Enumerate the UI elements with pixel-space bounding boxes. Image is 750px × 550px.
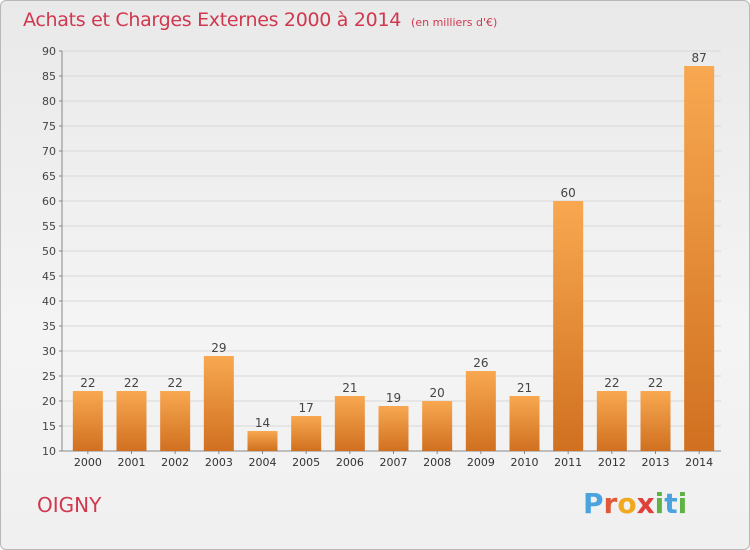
y-tick-label: 15 (42, 420, 56, 433)
bar (684, 66, 715, 451)
bar (247, 431, 278, 451)
y-tick-label: 30 (42, 345, 56, 358)
x-tick-label: 2002 (161, 456, 189, 469)
bar (422, 401, 453, 451)
bar-value-label: 60 (561, 186, 576, 200)
bar-value-label: 20 (430, 386, 445, 400)
bar (291, 416, 322, 451)
y-tick-label: 55 (42, 220, 56, 233)
x-tick-label: 2005 (292, 456, 320, 469)
bar-value-label: 26 (473, 356, 488, 370)
logo-letter: x (636, 487, 655, 520)
x-tick-label: 2008 (423, 456, 451, 469)
y-tick-labels: 10 15 20 25 30 35 40 45 50 55 60 65 70 75 80 85 90 (42, 45, 56, 458)
x-tick-label: 2004 (249, 456, 277, 469)
chart-unit: (en milliers d'€) (411, 16, 498, 29)
chart-title-block: Achats et Charges Externes 2000 à 2014 (e… (23, 9, 497, 31)
bar-value-label: 21 (342, 381, 357, 395)
chart-title: Achats et Charges Externes 2000 à 2014 (23, 9, 402, 31)
bar (334, 396, 365, 451)
bars (72, 66, 715, 451)
x-tick-label: 2009 (467, 456, 495, 469)
x-tick-label: 2010 (511, 456, 539, 469)
bar (640, 391, 671, 451)
bar (465, 371, 496, 451)
y-tick-label: 50 (42, 245, 56, 258)
bar (378, 406, 409, 451)
bar (553, 201, 584, 451)
bar-value-label: 19 (386, 391, 401, 405)
y-tick-label: 90 (42, 45, 56, 58)
x-tick-label: 2014 (685, 456, 713, 469)
y-tick-label: 75 (42, 120, 56, 133)
logo-letter: i (677, 487, 688, 520)
logo-letter: P (583, 487, 604, 520)
x-tick-label: 2006 (336, 456, 364, 469)
bar-value-label: 17 (299, 401, 314, 415)
x-tick-label: 2012 (598, 456, 626, 469)
bar-value-label: 14 (255, 416, 270, 430)
bar (116, 391, 147, 451)
logo-letter: o (617, 487, 637, 520)
x-tick-label: 2011 (554, 456, 582, 469)
value-labels: 22 22 22 29 14 17 21 19 20 26 21 60 22 22 87 (80, 51, 707, 430)
proxiti-logo: Proxiti (583, 487, 687, 520)
bar-value-label: 22 (80, 376, 95, 390)
x-tick-label: 2007 (380, 456, 408, 469)
bar (160, 391, 191, 451)
bar-value-label: 29 (211, 341, 226, 355)
logo-letter: i (654, 487, 665, 520)
bar (72, 391, 103, 451)
bar-value-label: 21 (517, 381, 532, 395)
bar (203, 356, 234, 451)
y-tick-label: 65 (42, 170, 56, 183)
bar-value-label: 22 (604, 376, 619, 390)
y-tick-label: 10 (42, 445, 56, 458)
x-tick-label: 2013 (642, 456, 670, 469)
x-tick-label: 2001 (118, 456, 146, 469)
logo-letter: r (603, 487, 618, 520)
bar (509, 396, 540, 451)
y-tick-label: 60 (42, 195, 56, 208)
x-tick-label: 2003 (205, 456, 233, 469)
y-tick-label: 25 (42, 370, 56, 383)
y-tick-label: 85 (42, 70, 56, 83)
bar-value-label: 22 (168, 376, 183, 390)
y-tick-label: 70 (42, 145, 56, 158)
y-tick-label: 40 (42, 295, 56, 308)
y-tick-label: 45 (42, 270, 56, 283)
bar-value-label: 87 (692, 51, 707, 65)
bar-value-label: 22 (124, 376, 139, 390)
x-tick-labels: 2000 2001 2002 2003 2004 2005 2006 2007 2008 2009… (74, 456, 713, 469)
bar-value-label: 22 (648, 376, 663, 390)
bar (596, 391, 627, 451)
logo-letter: t (664, 487, 678, 520)
y-tick-label: 20 (42, 395, 56, 408)
commune-name: OIGNY (37, 493, 102, 517)
y-tick-label: 80 (42, 95, 56, 108)
x-tick-label: 2000 (74, 456, 102, 469)
y-tick-label: 35 (42, 320, 56, 333)
